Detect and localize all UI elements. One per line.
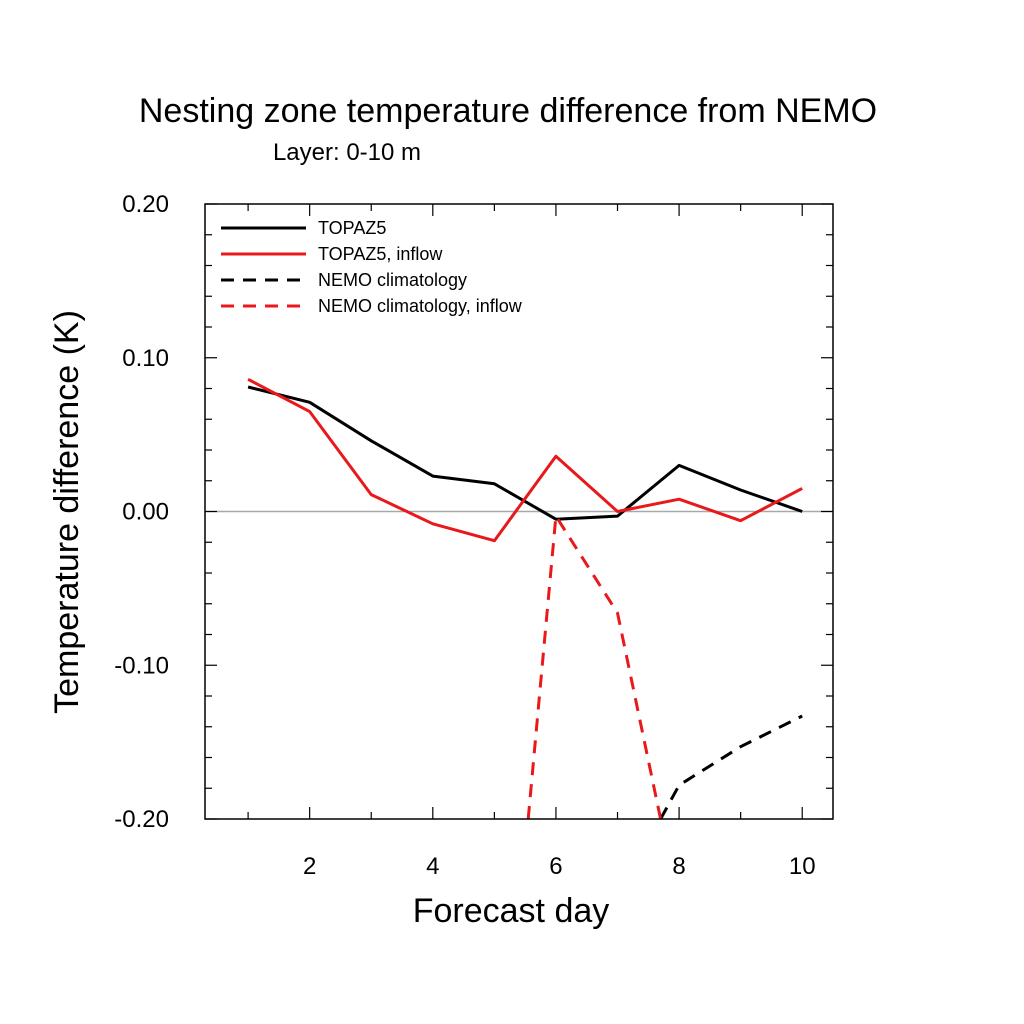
y-tick-label: 0.20: [122, 191, 169, 218]
legend: TOPAZ5 TOPAZ5, inflow NEMO climatology NEMO…: [221, 218, 523, 316]
chart-title: Nesting zone temperature difference from…: [139, 92, 877, 130]
y-tick-label: 0.10: [122, 345, 169, 372]
series-line-1: [247, 385, 803, 521]
y-tick-label: 0.00: [122, 499, 169, 526]
series-line-2: [247, 377, 803, 543]
series-line-4: [526, 514, 663, 819]
chart-subtitle: Layer: 0-10 m: [273, 139, 421, 166]
y-axis-title: Temperature difference (K): [48, 310, 86, 714]
series-line-3: [659, 714, 803, 819]
legend-label: NEMO climatology, inflow: [318, 296, 523, 316]
legend-label: TOPAZ5: [318, 218, 386, 238]
x-axis-title: Forecast day: [413, 892, 610, 930]
x-tick-label: 8: [672, 853, 685, 880]
x-tick-label: 6: [549, 853, 562, 880]
series-layer: [247, 377, 803, 819]
tick-labels-layer: 2 4 6 8 10 -0.20 -0.10 0.00 0.10 0.20: [114, 191, 815, 880]
x-tick-label: 10: [789, 853, 816, 880]
plot-frame: [204, 203, 834, 820]
y-tick-label: -0.10: [114, 652, 169, 679]
y-tick-label: -0.20: [114, 806, 169, 833]
legend-label: NEMO climatology: [318, 270, 467, 290]
x-tick-label: 4: [426, 853, 439, 880]
x-tick-label: 2: [303, 853, 316, 880]
legend-label: TOPAZ5, inflow: [318, 244, 443, 264]
